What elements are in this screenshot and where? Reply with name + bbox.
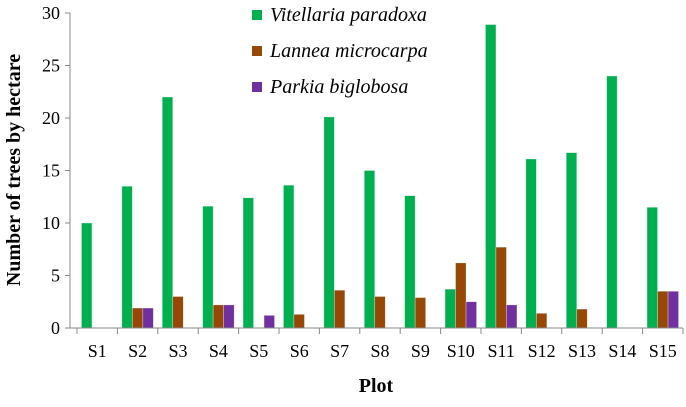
legend-swatch [252, 46, 262, 56]
y-tick-label: 25 [42, 56, 60, 76]
bar-parkia-biglobosa [263, 315, 275, 329]
x-tick-label: S13 [568, 341, 596, 361]
y-tick-label: 0 [51, 318, 60, 338]
bar-parkia-biglobosa [465, 301, 477, 329]
bar-vitellaria-paradoxa [161, 96, 174, 329]
bar-vitellaria-paradoxa [525, 158, 537, 329]
y-tick-label: 30 [42, 3, 60, 23]
bar-vitellaria-paradoxa [242, 197, 254, 329]
bar-lannea-microcarpa [334, 289, 346, 329]
x-tick-label: S5 [249, 341, 268, 361]
bar-lannea-microcarpa [495, 246, 507, 329]
bar-vitellaria-paradoxa [121, 185, 133, 329]
legend: Vitellaria paradoxa Lannea microcarpa Park… [252, 4, 428, 98]
bar-parkia-biglobosa [667, 290, 679, 329]
x-tick-label: S11 [488, 341, 515, 361]
bar-lannea-microcarpa [132, 307, 144, 329]
x-tick-label: S10 [447, 341, 475, 361]
x-axis-label: Plot [359, 375, 394, 397]
y-axis-label: Number of trees by hectare [3, 54, 25, 286]
y-tick-label: 20 [42, 108, 60, 128]
bar-parkia-biglobosa [223, 304, 235, 329]
bar-vitellaria-paradoxa [646, 206, 658, 329]
bar-lannea-microcarpa [293, 314, 305, 329]
legend-swatch [252, 10, 262, 20]
legend-swatch [252, 82, 262, 92]
bar-lannea-microcarpa [536, 312, 548, 329]
bar-vitellaria-paradoxa [565, 152, 578, 329]
bar-lannea-microcarpa [414, 297, 426, 329]
x-tick-label: S3 [168, 341, 187, 361]
x-tick-label: S14 [608, 341, 636, 361]
x-tick-label: S7 [330, 341, 349, 361]
legend-label: Parkia biglobosa [269, 76, 408, 98]
x-tick-label: S2 [128, 341, 147, 361]
legend-label: Vitellaria paradoxa [270, 4, 427, 26]
x-tick-label: S4 [209, 341, 228, 361]
bar-lannea-microcarpa [657, 290, 669, 329]
bar-lannea-microcarpa [374, 296, 386, 329]
x-tick-label: S15 [649, 341, 677, 361]
bar-parkia-biglobosa [142, 307, 154, 329]
bar-vitellaria-paradoxa [323, 116, 335, 329]
x-tick-label: S12 [528, 341, 556, 361]
bar-lannea-microcarpa [212, 304, 224, 329]
x-tick-label: S1 [88, 341, 107, 361]
bar-vitellaria-paradoxa [485, 24, 497, 329]
y-tick-label: 5 [51, 266, 60, 286]
bar-vitellaria-paradoxa [606, 75, 618, 329]
legend-label: Lannea microcarpa [269, 40, 428, 62]
bar-vitellaria-paradoxa [444, 288, 456, 329]
x-tick-label: S8 [370, 341, 389, 361]
bar-vitellaria-paradoxa [81, 222, 93, 329]
x-tick-label: S9 [411, 341, 430, 361]
bar-lannea-microcarpa [172, 296, 184, 329]
bar-lannea-microcarpa [576, 308, 588, 329]
bar-vitellaria-paradoxa [202, 205, 214, 329]
y-tick-label: 10 [42, 213, 60, 233]
x-tick-label: S6 [290, 341, 309, 361]
bar-vitellaria-paradoxa [404, 195, 416, 329]
bar-vitellaria-paradoxa [363, 170, 376, 329]
bar-lannea-microcarpa [455, 262, 467, 329]
bar-parkia-biglobosa [506, 304, 518, 329]
y-tick-label: 15 [42, 161, 60, 181]
bar-vitellaria-paradoxa [283, 184, 295, 329]
